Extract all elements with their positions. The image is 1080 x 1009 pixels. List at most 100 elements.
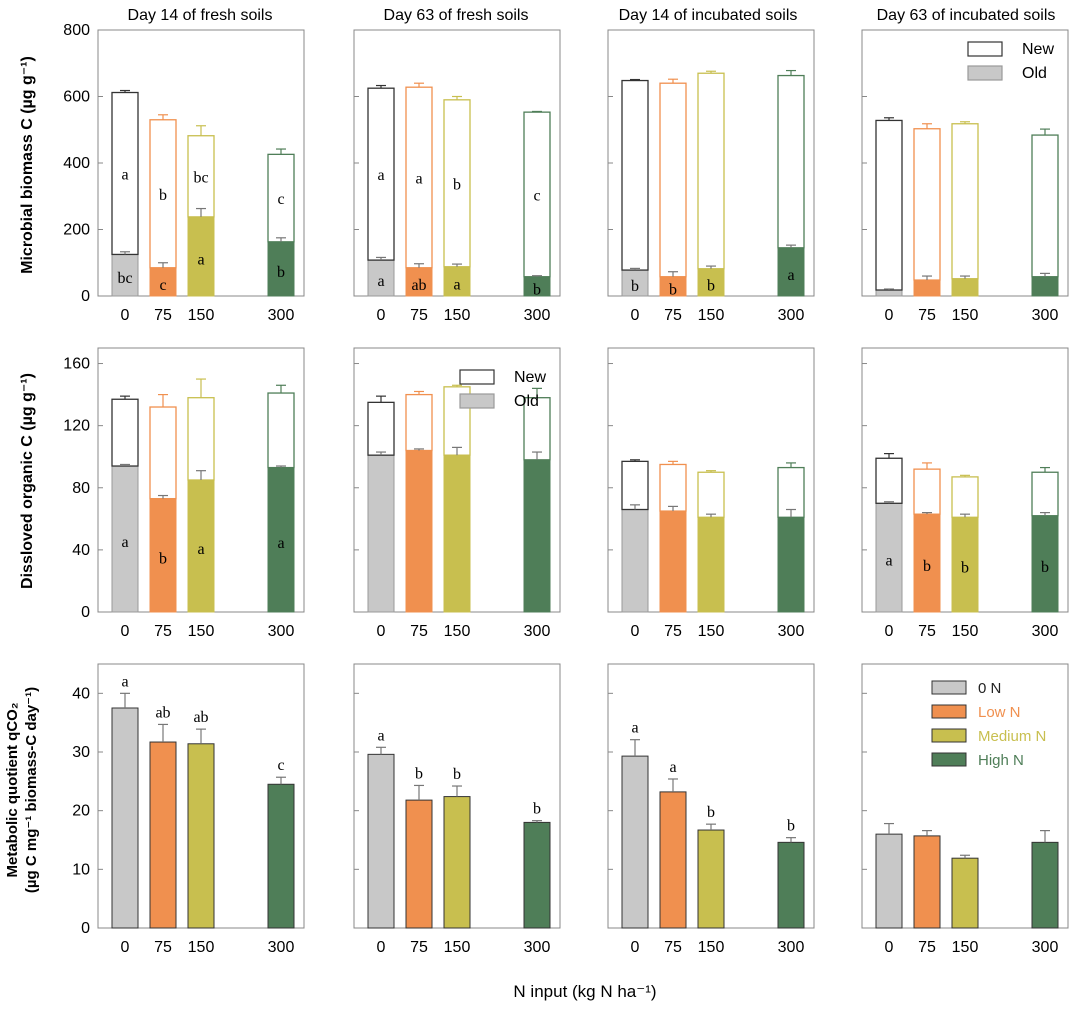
r1c0-ytick-label-3: 120	[63, 418, 90, 435]
column-title-1: Day 63 of fresh soils	[384, 7, 529, 24]
r2c0-xtick-label-1: 75	[154, 939, 172, 956]
r2c3-bar-300	[1031, 841, 1059, 929]
r1c2-xtick-label-2: 150	[698, 623, 725, 640]
r2c0-xtick-label-2: 150	[188, 939, 215, 956]
r1c3-xtick-label-1: 75	[918, 623, 936, 640]
r0c1-bar-new-300	[523, 111, 551, 278]
r1c0-xtick-label-2: 150	[188, 623, 215, 640]
r0c3-xtick-label-2: 150	[952, 307, 979, 324]
r1c0-letter-old-150: a	[197, 541, 204, 558]
x-axis-label: N input (kg N ha⁻¹)	[513, 982, 656, 1001]
r0c0-letter-old-150: a	[197, 251, 204, 268]
r2c3-xtick-label-3: 300	[1032, 939, 1059, 956]
r2c0-bar-300	[267, 783, 295, 929]
r2c2-letter-75: a	[669, 759, 676, 776]
r1c0-xtick-label-3: 300	[268, 623, 295, 640]
r2c2-bar-150	[697, 829, 725, 929]
r2c0-letter-300: c	[277, 757, 284, 774]
r1c0-bar-old-75	[149, 498, 177, 613]
r0c0-ytick-label-3: 600	[63, 89, 90, 106]
r2c0-bar-150	[187, 743, 215, 929]
r0c1-xtick-label-1: 75	[410, 307, 428, 324]
r1c1-xtick-label-2: 150	[444, 623, 471, 640]
r2c3-bar-0	[875, 833, 903, 929]
r0c3-legend-swatch-new	[967, 41, 1003, 57]
r0c0-letter-new-0: a	[121, 166, 128, 183]
r1c0-bar-new-300	[267, 392, 295, 469]
column-title-0: Day 14 of fresh soils	[128, 7, 273, 24]
r1c0-letter-old-75: b	[159, 550, 167, 567]
r0c1-xtick-label-2: 150	[444, 307, 471, 324]
r1c3-bar-new-75	[913, 468, 941, 515]
r0c0-letter-old-300: b	[277, 264, 285, 281]
r1c3-bar-new-150	[951, 476, 979, 518]
r2c3-legend-label-3: High N	[978, 752, 1024, 769]
r0c1-letter-new-75: a	[415, 170, 422, 187]
r0c0-letter-new-75: b	[159, 187, 167, 204]
r2c1-xtick-label-3: 300	[524, 939, 551, 956]
r1c1-bar-old-0	[367, 454, 395, 613]
r2c1-xtick-label-2: 150	[444, 939, 471, 956]
r0c0-bar-old-75	[149, 267, 177, 297]
r1c2-xtick-label-0: 0	[631, 623, 640, 640]
r0c0-ytick-label-2: 400	[63, 155, 90, 172]
r2c2-xtick-label-3: 300	[778, 939, 805, 956]
r0c2-letter-old-75: b	[669, 281, 677, 298]
row1-y-axis-label: Dissloved organic C (µg g⁻¹)	[19, 373, 36, 589]
r1c3-bar-old-150	[951, 516, 979, 613]
r0c0-bar-old-0	[111, 253, 139, 297]
r0c3-legend-label-old: Old	[1022, 65, 1047, 82]
r2c3-legend-label-0: 0 N	[978, 680, 1001, 697]
r0c2-xtick-label-1: 75	[664, 307, 682, 324]
r1c3-xtick-label-2: 150	[952, 623, 979, 640]
row2-y-axis-label-line1: Metabolic quotient qCO₂	[4, 703, 21, 878]
r2c0-ytick-label-3: 30	[72, 744, 90, 761]
r1c3-xtick-label-0: 0	[885, 623, 894, 640]
r0c2-xtick-label-3: 300	[778, 307, 805, 324]
r2c1-letter-150: b	[453, 766, 461, 783]
r1c1-legend-label-old: Old	[514, 393, 539, 410]
r1c0-bar-new-150	[187, 397, 215, 481]
r2c3-legend-label-2: Medium N	[978, 728, 1046, 745]
r2c1-xtick-label-0: 0	[377, 939, 386, 956]
r1c0-ytick-label-2: 80	[72, 480, 90, 497]
r2c0-letter-0: a	[121, 673, 128, 690]
r2c0-bar-75	[149, 741, 177, 929]
r1c2-bar-new-75	[659, 463, 687, 512]
r2c3-legend-swatch-3	[931, 752, 967, 767]
r1c3-bar-new-300	[1031, 471, 1059, 517]
r0c3-bar-old-75	[913, 279, 941, 297]
r1c3-bar-old-75	[913, 513, 941, 613]
r0c3-bar-new-300	[1031, 134, 1059, 278]
r2c2-xtick-label-0: 0	[631, 939, 640, 956]
r2c0-letter-150: ab	[193, 709, 208, 726]
r1c0-bar-new-75	[149, 406, 177, 500]
r2c2-bar-75	[659, 791, 687, 929]
r0c2-letter-old-150: b	[707, 277, 715, 294]
r2c1-bar-150	[443, 796, 471, 929]
r2c3-legend-label-1: Low N	[978, 704, 1021, 721]
r1c2-bar-new-0	[621, 460, 649, 511]
r0c0-ytick-label-4: 800	[63, 22, 90, 39]
r1c3-bar-old-300	[1031, 515, 1059, 613]
r2c0-xtick-label-0: 0	[121, 939, 130, 956]
r0c0-bar-new-150	[187, 135, 215, 218]
r2c1-bar-300	[523, 821, 551, 929]
r2c0-ytick-label-0: 0	[81, 920, 90, 937]
r2c2-xtick-label-1: 75	[664, 939, 682, 956]
r0c2-bar-old-0	[621, 269, 649, 297]
r2c0-letter-75: ab	[155, 704, 170, 721]
r0c0-xtick-label-2: 150	[188, 307, 215, 324]
r1c0-bar-old-0	[111, 465, 139, 613]
r0c1-letter-old-0: a	[377, 273, 384, 290]
r0c2-xtick-label-0: 0	[631, 307, 640, 324]
r1c2-xtick-label-1: 75	[664, 623, 682, 640]
r0c1-letter-new-0: a	[377, 167, 384, 184]
r1c3-letter-old-75: b	[923, 558, 931, 575]
r1c3-xtick-label-3: 300	[1032, 623, 1059, 640]
r0c1-bar-old-75	[405, 267, 433, 297]
r0c2-xtick-label-2: 150	[698, 307, 725, 324]
r1c0-ytick-label-1: 40	[72, 542, 90, 559]
r2c0-ytick-label-1: 10	[72, 861, 90, 878]
